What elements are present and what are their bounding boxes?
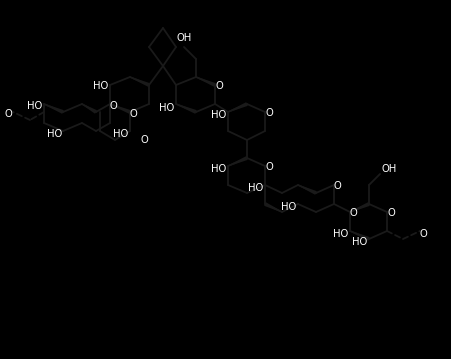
Polygon shape xyxy=(350,202,370,213)
Text: OH: OH xyxy=(176,33,192,43)
Text: HO: HO xyxy=(211,164,226,174)
Text: O: O xyxy=(216,81,224,91)
Polygon shape xyxy=(130,76,150,87)
Polygon shape xyxy=(228,156,248,167)
Text: HO: HO xyxy=(93,81,108,91)
Text: HO: HO xyxy=(248,183,263,193)
Text: HO: HO xyxy=(159,103,174,113)
Text: O: O xyxy=(140,135,148,145)
Polygon shape xyxy=(82,103,97,114)
Text: O: O xyxy=(265,108,273,118)
Text: OH: OH xyxy=(382,164,397,174)
Text: O: O xyxy=(110,101,118,111)
Polygon shape xyxy=(264,202,282,213)
Text: HO: HO xyxy=(113,129,128,139)
Text: O: O xyxy=(350,208,358,218)
Text: HO: HO xyxy=(27,101,42,111)
Text: HO: HO xyxy=(352,237,367,247)
Text: O: O xyxy=(130,109,138,119)
Text: HO: HO xyxy=(281,202,296,212)
Text: O: O xyxy=(265,162,273,172)
Text: O: O xyxy=(420,229,428,239)
Text: HO: HO xyxy=(47,129,62,139)
Polygon shape xyxy=(110,103,131,114)
Text: HO: HO xyxy=(333,229,348,239)
Text: O: O xyxy=(334,181,342,191)
Polygon shape xyxy=(176,103,197,114)
Polygon shape xyxy=(196,76,216,87)
Polygon shape xyxy=(298,185,317,195)
Polygon shape xyxy=(228,102,248,112)
Polygon shape xyxy=(44,103,64,114)
Polygon shape xyxy=(350,230,370,241)
Text: O: O xyxy=(388,208,396,218)
Text: O: O xyxy=(4,109,12,119)
Text: HO: HO xyxy=(211,110,226,120)
